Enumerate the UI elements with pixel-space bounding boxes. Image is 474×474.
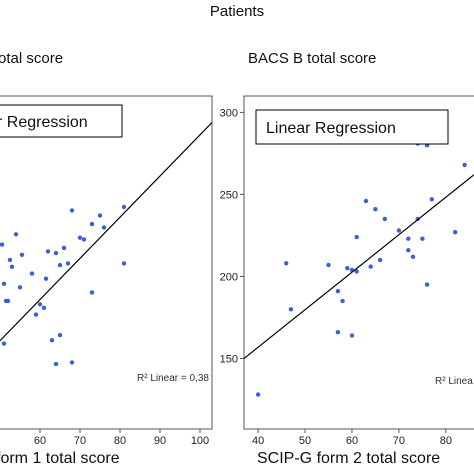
left-data-point-11 xyxy=(33,312,39,317)
right-r2-annotation: R² Linea xyxy=(435,376,473,387)
right-data-point-19 xyxy=(406,236,411,241)
left-data-point-24 xyxy=(77,235,83,240)
left-data-point-18 xyxy=(53,250,59,256)
left-data-point-28 xyxy=(97,213,103,218)
left-data-point-32 xyxy=(57,332,63,338)
left-scatter-panel: 60 70 80 90 100 r Regression R² Linear = 0,3… xyxy=(0,95,213,447)
right-data-point-10 xyxy=(354,234,359,240)
right-data-point-1 xyxy=(284,261,289,266)
left-legend-box xyxy=(0,104,123,138)
left-data-point-26 xyxy=(89,221,95,227)
left-chart-title: otal score xyxy=(0,50,64,67)
left-data-point-23 xyxy=(69,208,75,213)
right-data-point-4 xyxy=(335,289,341,294)
right-legend-label: Linear Regression xyxy=(266,120,396,137)
right-data-point-26 xyxy=(429,197,434,202)
left-data-points xyxy=(0,204,127,367)
left-data-point-4 xyxy=(7,257,13,263)
right-data-point-24 xyxy=(424,282,430,287)
right-data-point-13 xyxy=(368,264,373,269)
right-y-tick-label-200: 200 xyxy=(220,271,238,283)
left-data-point-6 xyxy=(9,264,15,269)
left-data-point-3 xyxy=(5,298,11,304)
right-axis-ticks: 40 50 60 70 80 150 200 250 300 xyxy=(220,107,452,447)
right-data-point-23 xyxy=(420,236,425,241)
left-x-tick-label-70: 70 xyxy=(74,435,86,447)
right-data-point-2 xyxy=(288,307,294,312)
right-y-tick-label-150: 150 xyxy=(220,353,238,365)
left-data-point-8 xyxy=(13,232,19,237)
right-x-tick-label-70: 70 xyxy=(393,435,405,447)
figure-title: Patients xyxy=(209,3,265,20)
left-data-point-7 xyxy=(17,285,23,290)
left-x-tick-label-80: 80 xyxy=(114,435,126,447)
left-data-point-20 xyxy=(61,245,67,251)
right-x-tick-label-60: 60 xyxy=(346,435,358,447)
left-x-tick-label-100: 100 xyxy=(191,435,209,447)
left-regression-line xyxy=(0,122,212,342)
right-data-point-12 xyxy=(363,198,369,204)
right-y-tick-label-250: 250 xyxy=(220,189,238,201)
left-data-point-27 xyxy=(89,290,95,295)
right-x-tick-label-80: 80 xyxy=(440,435,452,447)
right-y-tick-label-300: 300 xyxy=(220,107,238,119)
left-data-point-29 xyxy=(101,225,107,230)
left-x-ticks: 60 70 80 90 100 xyxy=(34,429,209,447)
left-x-tick-label-60: 60 xyxy=(34,435,46,447)
left-data-point-30 xyxy=(121,204,127,210)
left-data-point-1 xyxy=(1,281,7,286)
left-data-point-9 xyxy=(19,252,25,257)
right-data-point-8 xyxy=(349,333,355,338)
left-data-point-10 xyxy=(29,271,35,276)
left-x-axis-label: form 1 total score xyxy=(0,450,120,467)
left-data-point-0 xyxy=(0,242,5,247)
right-data-point-14 xyxy=(373,207,378,212)
left-data-point-14 xyxy=(37,302,43,307)
right-data-point-28 xyxy=(462,162,467,168)
left-data-point-19 xyxy=(57,262,63,268)
left-legend-label: r Regression xyxy=(0,114,88,131)
right-chart-title: BACS B total score xyxy=(248,50,377,67)
right-data-point-6 xyxy=(340,298,345,304)
left-data-point-31 xyxy=(121,261,127,266)
left-data-point-25 xyxy=(81,237,87,242)
right-data-point-15 xyxy=(377,257,383,263)
right-data-point-7 xyxy=(345,266,350,271)
right-data-point-5 xyxy=(335,330,341,335)
left-data-point-15 xyxy=(45,249,51,254)
left-data-point-17 xyxy=(53,361,59,367)
right-data-point-11 xyxy=(354,269,359,274)
right-data-point-17 xyxy=(396,228,402,233)
left-plot-frame xyxy=(0,95,213,430)
right-data-point-20 xyxy=(410,254,416,259)
left-data-point-22 xyxy=(69,360,75,365)
right-data-point-18 xyxy=(406,248,411,253)
left-data-point-21 xyxy=(65,261,71,266)
right-data-point-16 xyxy=(382,216,387,222)
left-data-point-13 xyxy=(43,276,49,281)
right-x-axis-label: SCIP-G form 2 total score xyxy=(257,450,441,467)
right-data-point-0 xyxy=(255,392,261,397)
right-regression-line xyxy=(244,174,474,359)
right-data-point-3 xyxy=(326,262,331,268)
right-x-tick-label-50: 50 xyxy=(299,435,311,447)
left-r2-annotation: R² Linear = 0,38 xyxy=(137,373,209,384)
right-legend-box xyxy=(255,109,449,145)
left-data-point-5 xyxy=(1,341,7,346)
left-x-tick-label-90: 90 xyxy=(154,435,166,447)
left-data-point-16 xyxy=(49,338,55,343)
right-data-point-27 xyxy=(453,230,458,235)
right-x-tick-label-40: 40 xyxy=(252,435,264,447)
right-scatter-panel: 40 50 60 70 80 150 200 250 300 Linear Regression… xyxy=(220,95,474,447)
left-data-point-12 xyxy=(41,305,47,310)
right-plot-frame xyxy=(243,95,474,430)
